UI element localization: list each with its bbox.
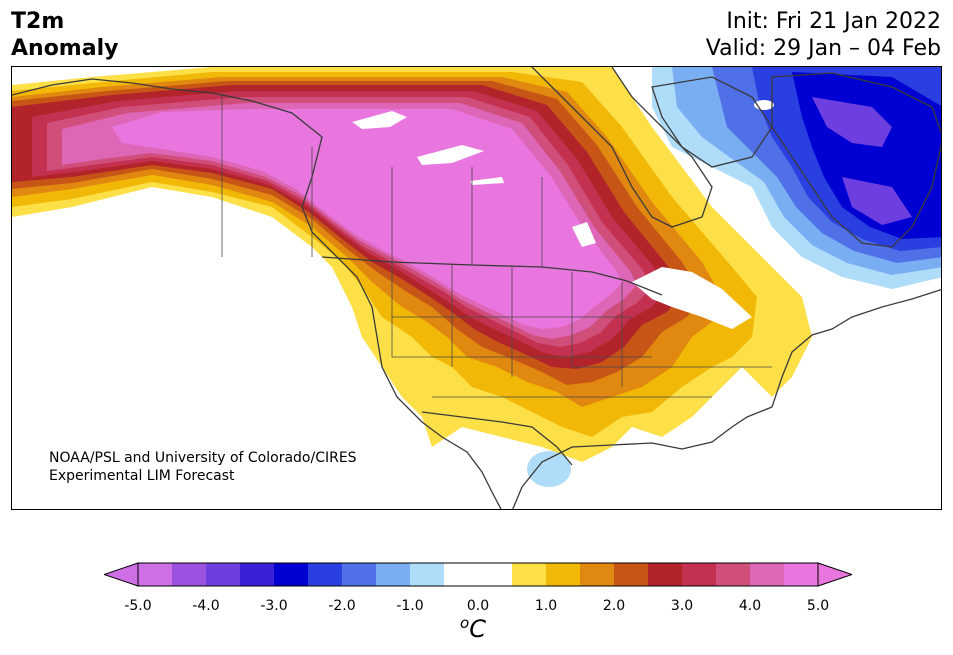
colorbar-cell	[172, 563, 207, 586]
colorbar-extend-low	[104, 562, 139, 587]
lake-athabasca	[470, 177, 504, 185]
colorbar-tick-label: 2.0	[602, 598, 626, 614]
colorbar-outline	[137, 562, 819, 587]
unit-text: C	[469, 615, 486, 643]
baffin-outline	[651, 76, 773, 168]
colorbar-cell	[614, 563, 649, 586]
lake-winnipeg	[572, 222, 596, 247]
colorbar-cell	[206, 563, 241, 586]
valid-date: Valid: 29 Jan – 04 Feb	[705, 36, 941, 61]
title-line-2: Anomaly	[11, 36, 119, 61]
colorbar-cell	[410, 563, 445, 586]
band-neg1c-gulf	[527, 451, 571, 487]
colorbar-tick-label: 5.0	[806, 598, 830, 614]
state-border-n	[391, 262, 623, 387]
credit-line-1: NOAA/PSL and University of Colorado/CIRE…	[49, 450, 357, 466]
colorbar-cell	[274, 563, 309, 586]
atlantic-coastline	[771, 288, 941, 408]
warm-anomaly-fill	[12, 67, 812, 462]
colorbar-cell	[478, 563, 513, 586]
band-5c	[112, 109, 622, 329]
colorbar-cell	[342, 563, 377, 586]
colorbar-cell	[376, 563, 411, 586]
band-neg4c	[812, 97, 892, 147]
title-line-1: T2m	[11, 9, 65, 34]
great-slave-lake	[417, 145, 484, 165]
colorbar-cell	[580, 563, 615, 586]
colorbar-cell	[716, 563, 751, 586]
init-date: Init: Fri 21 Jan 2022	[726, 9, 941, 34]
colorbar-cell	[240, 563, 275, 586]
anomaly-map	[12, 67, 941, 509]
colorbar-cell	[138, 563, 173, 586]
colorbar-cell	[784, 563, 819, 586]
colorbar-extend-high	[817, 562, 852, 587]
date-block: Init: Fri 21 Jan 2022 Valid: 29 Jan – 04…	[706, 8, 941, 62]
data-credit: NOAA/PSL and University of Colorado/CIRE…	[49, 449, 357, 485]
great-lakes	[632, 267, 752, 329]
colorbar-tick-label: 4.0	[738, 598, 762, 614]
colorbar	[104, 562, 852, 587]
hudson-bay-coast	[531, 67, 713, 228]
state-border-e	[392, 316, 772, 398]
great-bear-lake	[352, 111, 407, 129]
colorbar-cell	[512, 563, 547, 586]
colorbar-cells	[104, 562, 852, 587]
greenland-outline	[771, 72, 941, 248]
cool-anomaly-fill	[527, 67, 941, 487]
colorbar-tick-label: 3.0	[670, 598, 694, 614]
credit-line-2: Experimental LIM Forecast	[49, 468, 235, 484]
state-borders	[221, 93, 772, 398]
colorbar-tick-label: -1.0	[396, 598, 424, 614]
us-mexico-border	[421, 411, 573, 466]
colorbar-cell	[750, 563, 785, 586]
map-outlines	[12, 67, 941, 509]
colorbar-tick-label: -2.0	[328, 598, 356, 614]
map-title: T2m Anomaly	[11, 8, 118, 62]
colorbar-cell	[682, 563, 717, 586]
colorbar-cell	[648, 563, 683, 586]
unit-label: oC	[460, 614, 486, 643]
colorbar-cell	[444, 563, 479, 586]
pacific-coastline	[12, 78, 502, 509]
map-panel	[11, 66, 942, 510]
degree-symbol: o	[460, 614, 470, 632]
colorbar-tick-label: 1.0	[534, 598, 558, 614]
province-border	[221, 93, 543, 267]
colorbar-cell	[546, 563, 581, 586]
band-neg4c-b	[842, 177, 912, 225]
colorbar-cell	[308, 563, 343, 586]
water-bodies	[352, 100, 774, 329]
colorbar-tick-label: 0.0	[466, 598, 490, 614]
colorbar-tick-label: -5.0	[124, 598, 152, 614]
colorbar-tick-label: -3.0	[260, 598, 288, 614]
gulf-coastline	[512, 406, 773, 509]
colorbar-tick-label: -4.0	[192, 598, 220, 614]
